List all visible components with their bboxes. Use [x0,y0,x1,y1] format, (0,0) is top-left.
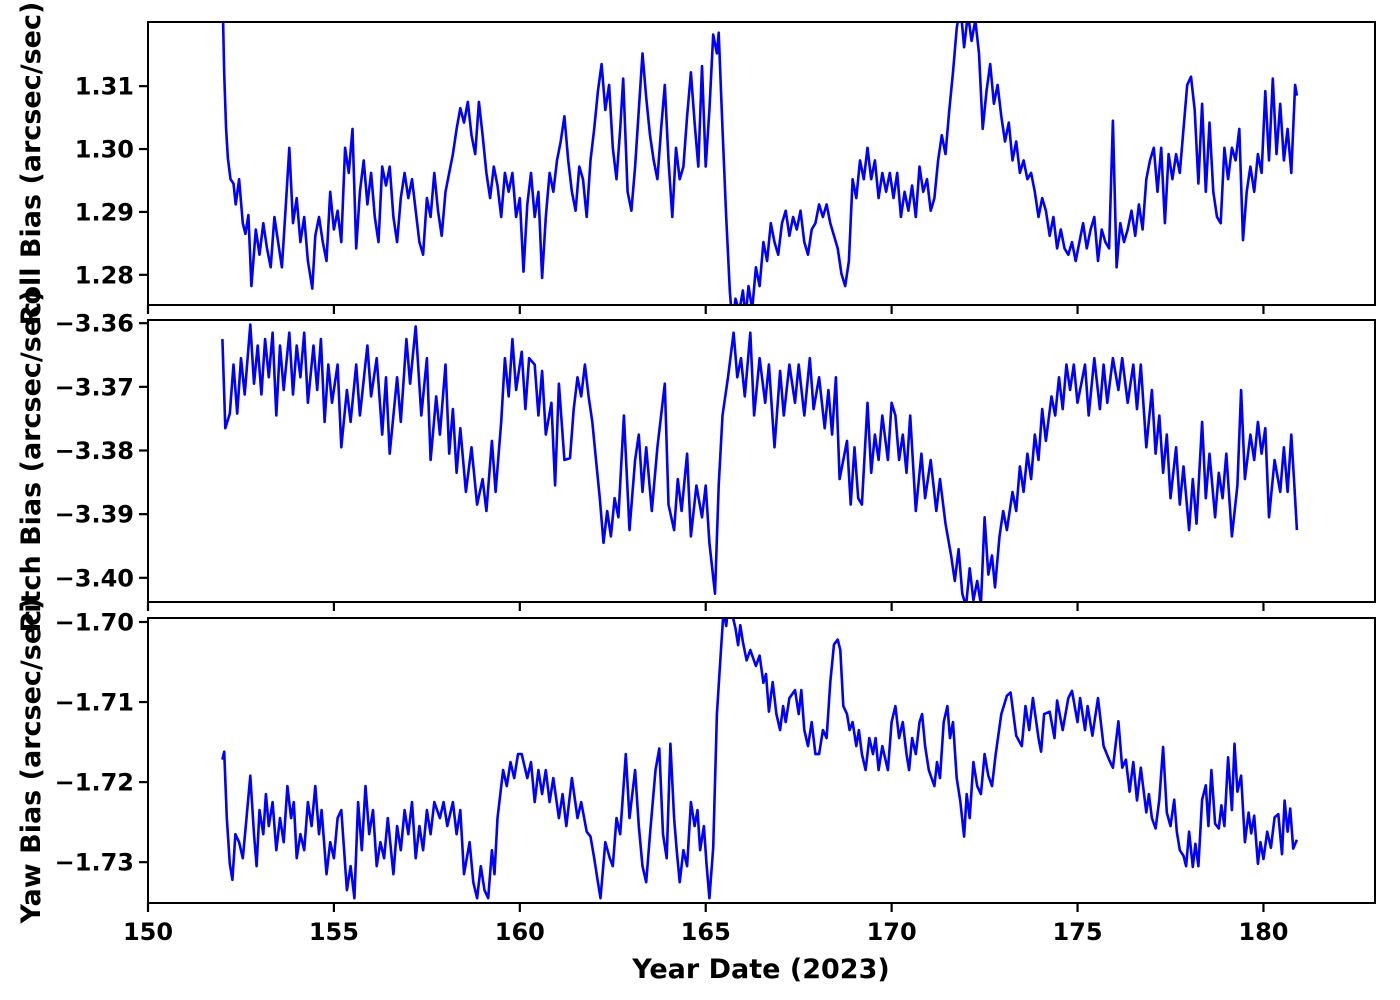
panels-group: 1.28 1.29 1.30 1.31 −3.40 −3.39 −3.38 −3.37 −3.3… [55,21,1376,946]
yaw-ytick-label: −1.70 [55,609,134,637]
roll-panel: 1.28 1.29 1.30 1.31 [75,21,1376,314]
pitch-panel: −3.40 −3.39 −3.38 −3.37 −3.36 [55,310,1376,611]
pitch-ytick-label: −3.40 [55,564,134,592]
xtick-label: 155 [309,918,359,946]
roll-ytick-label: 1.28 [75,261,134,289]
pitch-ytick-label: −3.38 [55,437,134,465]
xtick-label: 175 [1052,918,1102,946]
xtick-label: 170 [867,918,917,946]
xtick-label: 180 [1238,918,1288,946]
pitch-y-axis-label: Pitch Bias (arcsec/sec) [16,290,47,633]
pitch-ytick-label: −3.36 [55,310,134,338]
yaw-ytick-label: −1.72 [55,769,134,797]
pitch-series-line [221,323,1299,602]
pitch-ytick-label: −3.37 [55,373,134,401]
roll-ytick-label: 1.29 [75,198,134,226]
xtick-label: 165 [681,918,731,946]
xtick-label: 160 [495,918,545,946]
yaw-series-line [221,618,1299,900]
roll-frame [147,21,1376,306]
x-axis-label: Year Date (2023) [631,954,889,985]
roll-ytick-label: 1.31 [75,73,134,101]
yaw-frame [147,617,1376,904]
roll-y-axis-label: Roll Bias (arcsec/sec) [16,2,47,326]
yaw-ytick-label: −1.71 [55,689,134,717]
pitch-ytick-label: −3.39 [55,501,134,529]
roll-ytick-label: 1.30 [75,136,134,164]
yaw-panel: 150 155 160 165 170 175 180 −1.73 −1.72 −1.71 −1.7… [55,609,1376,946]
xtick-label: 150 [123,918,173,946]
yaw-y-axis-label: Yaw Bias (arcsec/sec) [16,597,47,924]
roll-series-line [221,22,1299,305]
pitch-frame [147,319,1376,603]
yaw-ytick-label: −1.73 [55,849,134,877]
